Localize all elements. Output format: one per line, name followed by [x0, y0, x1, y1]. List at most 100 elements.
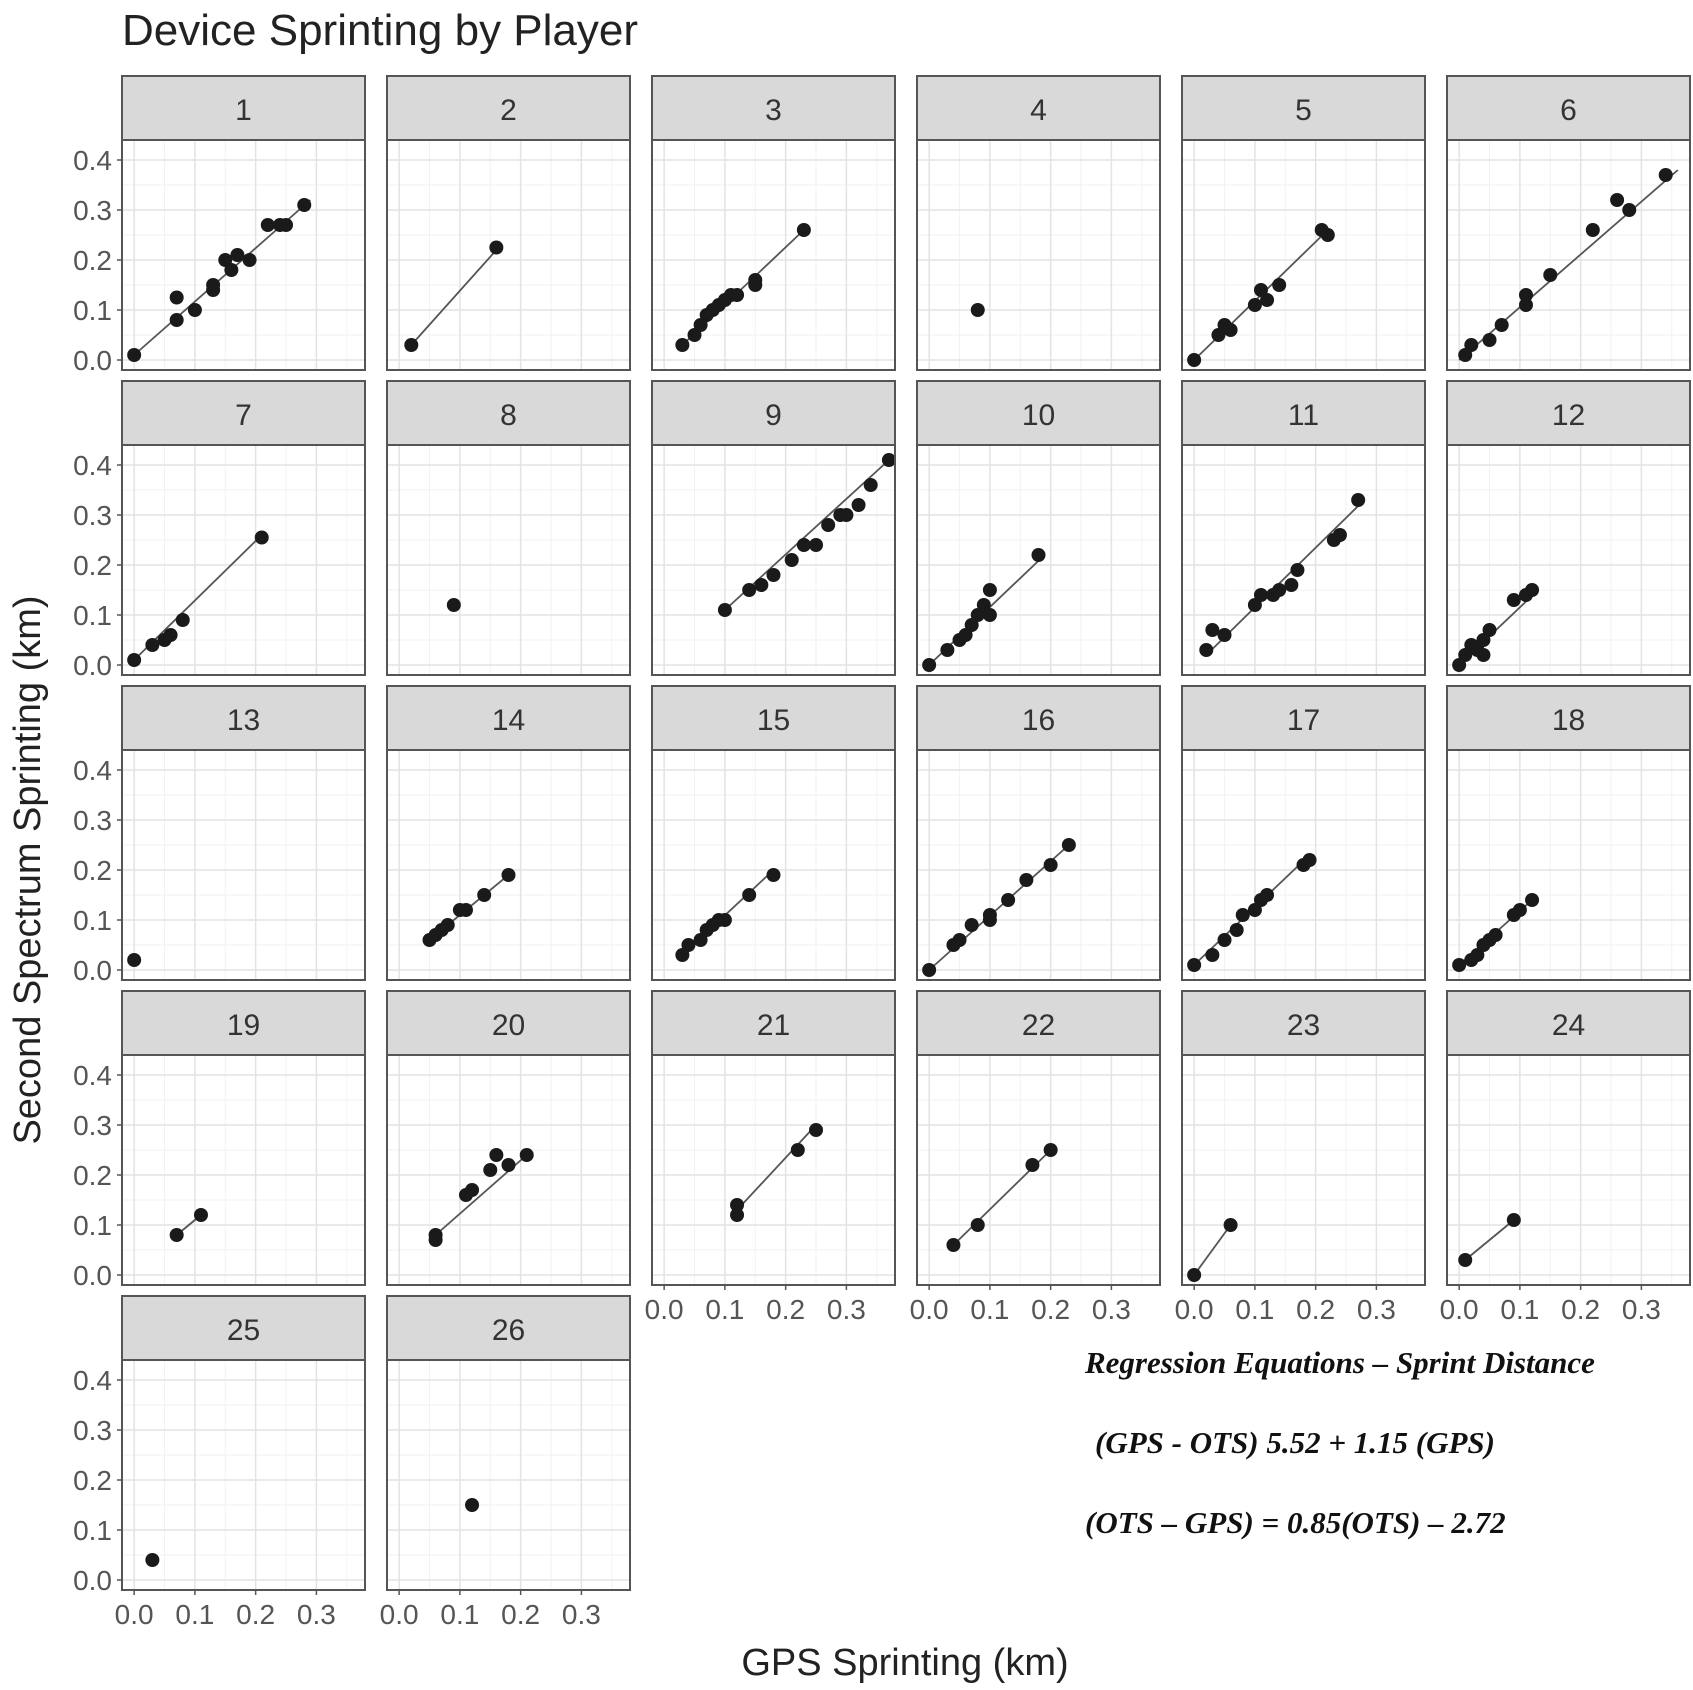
data-point [1223, 323, 1238, 337]
y-tick-label: 0.2 [73, 245, 112, 276]
y-tick-label: 0.2 [73, 1160, 112, 1191]
data-point [489, 240, 504, 255]
data-point [717, 603, 732, 617]
panel-border [916, 444, 1161, 676]
facet-strip-label: 17 [1287, 704, 1320, 737]
data-point [748, 278, 763, 292]
x-axis-label: GPS Sprinting (km) [741, 1642, 1068, 1684]
panel-border [121, 749, 366, 981]
y-tick-label: 0.3 [73, 1110, 112, 1141]
facet-strip-label: 22 [1022, 1009, 1055, 1042]
panel-border [386, 1359, 631, 1591]
y-tick-label: 0.4 [73, 1365, 112, 1396]
facet-strip-label: 25 [227, 1314, 260, 1347]
facet-strip-label: 7 [235, 399, 252, 432]
data-point [175, 613, 190, 627]
data-point [766, 568, 781, 582]
data-point [790, 1143, 805, 1157]
x-tick-label: 0.3 [297, 1599, 336, 1630]
data-point [404, 338, 419, 352]
x-tick-label: 0.3 [562, 1599, 601, 1630]
data-point [839, 508, 854, 522]
regression-line [1193, 1224, 1232, 1276]
facet-panel-16: 16 [916, 685, 1161, 981]
y-tick-label: 0.1 [73, 295, 112, 326]
panel-border [121, 444, 366, 676]
data-point [440, 918, 455, 932]
regression-equation-2: (OTS – GPS) = 0.85(OTS) – 2.72 [1085, 1505, 1506, 1540]
x-tick-label: 0.0 [380, 1599, 419, 1630]
panel-border [1181, 444, 1426, 676]
data-point [1272, 278, 1287, 292]
data-point [940, 643, 955, 657]
data-point [982, 908, 997, 922]
data-point [1464, 338, 1479, 352]
facet-panel-11: 11 [1181, 380, 1426, 676]
data-point [1205, 948, 1220, 962]
panel-border [386, 1054, 631, 1286]
data-point [1512, 903, 1527, 917]
facet-panel-25: 25 0.0 0.1 0.2 0.3 0.4 0.0 0.1 0.2 0.3 [73, 1295, 366, 1630]
x-tick-label: 0.2 [1031, 1294, 1070, 1325]
x-tick-label: 0.1 [705, 1294, 744, 1325]
data-point [1223, 1218, 1238, 1232]
panel-border [916, 749, 1161, 981]
facet-strip [386, 1295, 631, 1361]
x-tick-label: 0.2 [1296, 1294, 1335, 1325]
facet-strip [651, 685, 896, 751]
data-point [1253, 588, 1268, 602]
y-tick-label: 0.0 [73, 650, 112, 681]
data-point [1488, 928, 1503, 942]
panel-border [1446, 139, 1691, 371]
y-tick-label: 0.0 [73, 345, 112, 376]
data-point [254, 530, 269, 545]
data-point [946, 1238, 961, 1252]
regression-equation-1: (GPS - OTS) 5.52 + 1.15 (GPS) [1095, 1425, 1495, 1460]
data-point [784, 553, 799, 567]
panel-border [1446, 1054, 1691, 1286]
data-point [169, 313, 184, 327]
facet-panel-13: 13 0.0 0.1 0.2 0.3 0.4 [73, 685, 366, 986]
y-tick-label: 0.4 [73, 1060, 112, 1091]
x-tick-label: 0.0 [115, 1599, 154, 1630]
y-tick-label: 0.0 [73, 955, 112, 986]
facet-panel-3: 3 [651, 75, 896, 371]
plot-background [1447, 140, 1690, 370]
data-point [952, 933, 967, 947]
data-point [1260, 888, 1275, 902]
facet-panel-4: 4 [916, 75, 1161, 371]
facet-strip-label: 5 [1295, 94, 1312, 127]
data-point [1302, 853, 1317, 867]
facet-strip-label: 1 [235, 94, 252, 127]
facet-strip [651, 380, 896, 446]
data-point [483, 1163, 498, 1177]
data-point [754, 578, 769, 592]
x-tick-label: 0.3 [1622, 1294, 1661, 1325]
facet-panel-26: 26 0.0 0.1 0.2 0.3 [380, 1295, 631, 1630]
facet-strip [916, 380, 1161, 446]
facet-panel-24: 24 0.0 0.1 0.2 0.3 [1440, 990, 1691, 1325]
panel-border [916, 1054, 1161, 1286]
data-point [169, 1228, 184, 1242]
chart-title: Device Sprinting by Player [122, 6, 638, 55]
y-tick-label: 0.2 [73, 855, 112, 886]
facet-strip-label: 21 [757, 1009, 790, 1042]
facet-strip-label: 8 [500, 399, 517, 432]
x-tick-label: 0.0 [910, 1294, 949, 1325]
data-point [1458, 1253, 1473, 1267]
panel-border [1181, 1054, 1426, 1286]
data-point [193, 1208, 208, 1222]
panel-border [386, 444, 631, 676]
data-point [145, 638, 160, 652]
facet-strip [386, 990, 631, 1056]
x-tick-label: 0.2 [1561, 1294, 1600, 1325]
data-point [206, 278, 221, 292]
data-point [717, 913, 732, 927]
facet-strip-label: 19 [227, 1009, 260, 1042]
facet-panel-21: 21 0.0 0.1 0.2 0.3 [645, 990, 896, 1325]
y-tick-label: 0.4 [73, 145, 112, 176]
data-point [163, 628, 178, 642]
facet-panel-20: 20 [386, 990, 631, 1286]
data-point [1187, 353, 1202, 367]
facet-panel-17: 17 [1181, 685, 1426, 981]
